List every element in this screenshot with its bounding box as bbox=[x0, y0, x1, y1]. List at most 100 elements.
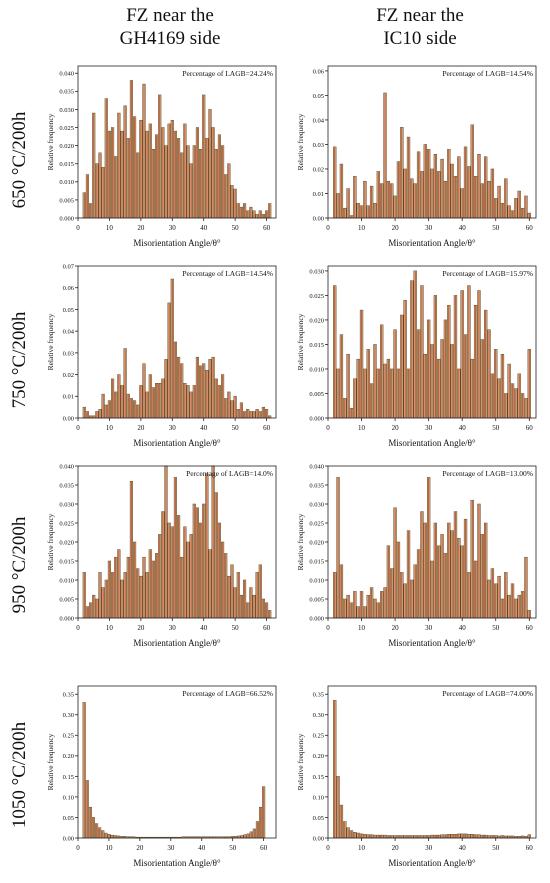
y-tick-label: 0.35 bbox=[313, 692, 324, 699]
y-tick-label: 0.020 bbox=[59, 143, 74, 150]
histogram-panel-750-gh4169: 0 10 20 30 40 50 60 0.00 0.01 0.02 0.03 0.04 0.05 0.0… bbox=[40, 258, 280, 458]
y-tick-label: 0.25 bbox=[63, 733, 74, 740]
histogram-bar bbox=[136, 152, 140, 219]
histogram-bar bbox=[221, 374, 225, 419]
histogram-bar bbox=[88, 806, 92, 839]
x-tick-label: 60 bbox=[526, 624, 534, 632]
histogram-bar bbox=[249, 831, 253, 839]
x-tick-label: 0 bbox=[326, 224, 330, 232]
histogram-bar bbox=[107, 834, 111, 839]
x-tick-label: 0 bbox=[76, 624, 80, 632]
histogram-bar bbox=[139, 575, 143, 619]
histogram-bar bbox=[173, 477, 178, 619]
histogram-bar bbox=[366, 205, 370, 219]
y-tick-label: 0.01 bbox=[63, 394, 74, 401]
plot-frame bbox=[77, 685, 277, 839]
histogram-bar bbox=[369, 834, 374, 839]
plot-frame bbox=[77, 65, 277, 219]
histogram-bar bbox=[480, 339, 484, 419]
histogram-bar bbox=[484, 522, 488, 619]
histogram-bar bbox=[95, 411, 99, 419]
histogram-bar bbox=[136, 568, 140, 619]
histogram-bar bbox=[82, 702, 86, 839]
histogram-bar bbox=[227, 575, 231, 619]
histogram-bar bbox=[527, 610, 531, 619]
x-axis-label: Misorientation Angle/θ° bbox=[133, 638, 221, 648]
histogram-bar bbox=[167, 522, 171, 619]
histogram-bar bbox=[258, 564, 262, 619]
x-tick-label: 0 bbox=[326, 624, 330, 632]
x-axis-label: Misorientation Angle/θ° bbox=[388, 438, 476, 448]
histogram-bar bbox=[117, 112, 121, 219]
histogram-bar bbox=[111, 127, 115, 219]
histogram-bar bbox=[430, 168, 434, 219]
y-tick-label: 0.025 bbox=[309, 293, 324, 300]
histogram-bar bbox=[224, 398, 228, 419]
histogram-bar bbox=[195, 356, 200, 419]
histogram-bar bbox=[85, 411, 90, 419]
histogram-bar bbox=[400, 127, 404, 219]
histogram-bar bbox=[467, 166, 471, 219]
histogram-bar bbox=[346, 827, 350, 839]
histogram-bar bbox=[243, 834, 247, 839]
histogram-bar bbox=[426, 149, 431, 219]
histogram-bar bbox=[195, 127, 200, 219]
histogram-bar bbox=[373, 203, 377, 219]
histogram-bar bbox=[487, 180, 491, 219]
x-tick-label: 60 bbox=[526, 424, 534, 432]
y-tick-label: 0.035 bbox=[59, 89, 74, 96]
histogram-bar bbox=[457, 537, 461, 619]
histogram-bar bbox=[447, 522, 451, 619]
y-axis-label: Relative frequency bbox=[296, 313, 305, 370]
y-tick-label: 0.04 bbox=[313, 117, 325, 124]
x-tick-label: 50 bbox=[232, 224, 240, 232]
x-tick-label: 50 bbox=[492, 424, 500, 432]
histogram-bar bbox=[520, 591, 525, 619]
histogram-bar bbox=[123, 572, 127, 619]
histogram-bar bbox=[443, 319, 448, 419]
x-axis-label: Misorientation Angle/θ° bbox=[388, 238, 476, 248]
lagb-percentage-annotation: Percentage of LAGB=14.0% bbox=[186, 469, 273, 478]
histogram-bar bbox=[170, 526, 174, 619]
histogram-bar bbox=[416, 549, 421, 619]
histogram-bar bbox=[126, 393, 130, 419]
histogram-bar bbox=[189, 534, 193, 619]
histogram-bar bbox=[443, 834, 448, 839]
histogram-bar bbox=[199, 522, 203, 619]
histogram-bar bbox=[507, 205, 511, 219]
histogram-bar bbox=[410, 280, 414, 419]
histogram-bar bbox=[265, 602, 269, 619]
histogram-bar bbox=[195, 507, 200, 619]
lagb-percentage-annotation: Percentage of LAGB=14.54% bbox=[442, 69, 533, 78]
histogram-bar bbox=[463, 334, 468, 419]
y-tick-label: 0.025 bbox=[309, 520, 324, 527]
histogram-bar bbox=[177, 356, 181, 419]
histogram-bar bbox=[336, 193, 340, 219]
histogram-bar bbox=[151, 148, 156, 219]
histogram-bar bbox=[230, 185, 234, 219]
histogram-bar bbox=[205, 369, 209, 419]
histogram-bar bbox=[164, 145, 168, 219]
histogram-bar bbox=[252, 828, 256, 839]
histogram-bar bbox=[249, 587, 253, 619]
histogram-bar bbox=[349, 830, 354, 839]
y-tick-label: 0.05 bbox=[313, 93, 324, 100]
histogram-bar bbox=[470, 124, 474, 219]
histogram-bar bbox=[467, 572, 471, 619]
histogram-bar bbox=[386, 545, 391, 619]
histogram-bar bbox=[136, 404, 140, 419]
histogram-bar bbox=[369, 185, 374, 219]
histogram-bar bbox=[477, 503, 481, 619]
x-tick-label: 0 bbox=[76, 424, 80, 432]
histogram-bar bbox=[510, 583, 515, 619]
histogram-bar bbox=[406, 136, 411, 219]
plot-frame bbox=[327, 685, 537, 839]
y-tick-label: 0.30 bbox=[63, 712, 74, 719]
lagb-percentage-annotation: Percentage of LAGB=13.00% bbox=[442, 469, 533, 478]
histogram-bar bbox=[396, 161, 401, 219]
histogram-bar bbox=[413, 270, 417, 419]
y-tick-label: 0.005 bbox=[59, 197, 74, 204]
histogram-bar bbox=[426, 477, 431, 619]
histogram-bar bbox=[252, 411, 256, 419]
histogram-svg: 0 10 20 30 40 50 60 0.00 0.01 0.02 0.03 0.04 0.05 0.0… bbox=[46, 263, 277, 448]
